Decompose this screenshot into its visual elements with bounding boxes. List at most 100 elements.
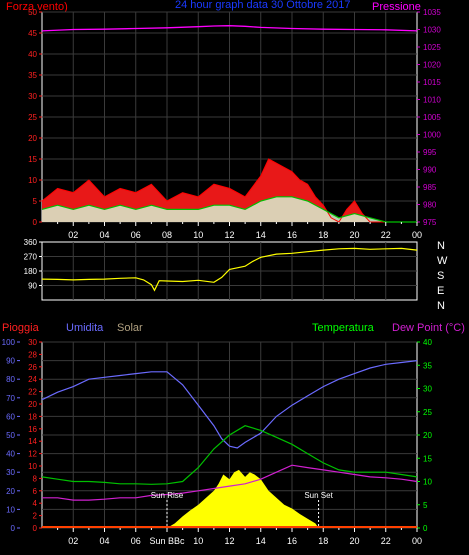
y-tick-label: 70: [6, 394, 15, 403]
y-tick-label: 30: [28, 338, 37, 347]
series-solar-area: [167, 469, 319, 528]
y-tick-label: 12: [28, 450, 37, 459]
y-tick-label: 100: [2, 338, 16, 347]
y-tick-label: 30: [423, 385, 432, 394]
y-tick-label: 0: [11, 524, 16, 533]
y-tick-label: 995: [423, 148, 437, 157]
series-pressure: [41, 25, 418, 32]
y-tick-label: 90: [28, 282, 37, 291]
y-tick-label: 26: [28, 363, 37, 372]
y-tick-label: 990: [423, 166, 437, 175]
x-tick-label: 04: [99, 536, 109, 546]
y-tick-label: 25: [423, 408, 432, 417]
chart-title: 24 hour graph data 30 Ottobre 2017: [175, 0, 351, 11]
compass-e: E: [437, 285, 444, 297]
y-tick-label: 20: [6, 487, 15, 496]
y-tick-label: 35: [423, 361, 432, 370]
x-tick-label: 08: [162, 230, 172, 240]
compass-n-top: N: [437, 240, 445, 252]
x-tick-label: 18: [318, 536, 328, 546]
y-tick-label: 10: [28, 462, 37, 471]
humidity-panel-x-ticks: 02 04 06 Sun BBc 10 12 14 16 18 20 22 00: [57, 528, 422, 546]
y-tick-label: 985: [423, 183, 437, 192]
y-tick-label: 10: [6, 505, 15, 514]
pressure-axis-ticks: 975 980 985 990 995 1000 1005 1010 1015 1020 1025 1…: [417, 8, 441, 227]
y-tick-label: 1010: [423, 96, 441, 105]
temperature-axis-ticks: 0 5 10 15 20 25 30 35 40: [417, 338, 432, 533]
pressure-axis-label: Pressione: [372, 1, 421, 13]
humidity-axis-ticks: 0 10 20 30 40 50 60 70 80 90 100: [2, 338, 20, 533]
y-tick-label: 6: [33, 487, 38, 496]
y-tick-label: 25: [28, 113, 37, 122]
x-tick-label: 06: [131, 230, 141, 240]
x-tick-label: 12: [224, 536, 234, 546]
y-tick-label: 1030: [423, 26, 441, 35]
x-tick-label: 22: [381, 536, 391, 546]
x-tick-label: 18: [318, 230, 328, 240]
y-tick-label: 0: [423, 524, 428, 533]
y-tick-label: 2: [33, 512, 38, 521]
wind-direction-panel: 90 180 270 360: [24, 238, 418, 301]
y-tick-label: 45: [28, 29, 37, 38]
y-tick-label: 22: [28, 388, 37, 397]
y-tick-label: 8: [33, 474, 38, 483]
series-direction: [41, 247, 418, 292]
compass-w: W: [437, 255, 448, 267]
y-tick-label: 0: [33, 218, 38, 227]
y-tick-label: 180: [24, 267, 38, 276]
x-tick-label: 20: [349, 536, 359, 546]
wind-panel-x-ticks: 02 04 06 08 10 12 14 16 18 20 22 00: [57, 222, 422, 240]
y-tick-label: 1025: [423, 43, 441, 52]
y-tick-label: 50: [6, 431, 15, 440]
x-tick-label: 06: [131, 536, 141, 546]
y-tick-label: 1035: [423, 8, 441, 17]
y-tick-label: 0: [33, 524, 38, 533]
series-wind_avg-area: [42, 196, 417, 222]
series-gust: [41, 158, 417, 223]
x-tick-label: 02: [68, 536, 78, 546]
y-tick-label: 1000: [423, 131, 441, 140]
x-tick-label: 14: [256, 230, 266, 240]
x-tick-label: 16: [287, 230, 297, 240]
x-tick-label: 10: [193, 230, 203, 240]
series-temperature: [41, 425, 418, 485]
compass-labels: N W S E N: [437, 240, 448, 312]
x-tick-label: 14: [256, 536, 266, 546]
series-wind_avg: [41, 196, 417, 223]
x-tick-label: 12: [224, 230, 234, 240]
compass-n-bottom: N: [437, 300, 445, 312]
y-tick-label: 28: [28, 350, 37, 359]
y-tick-label: 40: [6, 450, 15, 459]
humidity-axis-label: Umidita: [66, 322, 104, 334]
y-tick-label: 5: [33, 197, 38, 206]
y-tick-label: 80: [6, 375, 15, 384]
y-tick-label: 15: [28, 155, 37, 164]
x-tick-label: 20: [349, 230, 359, 240]
sun-marker-label: Sun Rise: [151, 491, 184, 500]
y-tick-label: 15: [423, 454, 432, 463]
x-tick-label: 22: [381, 230, 391, 240]
y-tick-label: 20: [28, 400, 37, 409]
y-tick-label: 5: [423, 501, 428, 510]
y-tick-label: 18: [28, 412, 37, 421]
wind-axis-label: Forza vento): [6, 1, 68, 13]
y-tick-label: 360: [24, 238, 38, 247]
y-tick-label: 40: [28, 50, 37, 59]
y-tick-label: 35: [28, 71, 37, 80]
y-tick-label: 20: [28, 134, 37, 143]
wind-axis-ticks: 0 5 10 15 20 25 30 35 40 45 50: [28, 8, 42, 227]
rain-axis-label: Pioggia: [2, 322, 40, 334]
y-tick-label: 270: [24, 253, 38, 262]
series-dewpoint: [42, 464, 418, 501]
sun-marker-label: Sun Set: [304, 491, 333, 500]
y-tick-label: 60: [6, 412, 15, 421]
x-tick-label: 00: [412, 536, 422, 546]
y-tick-label: 50: [28, 8, 37, 17]
y-tick-label: 1015: [423, 78, 441, 87]
y-tick-label: 10: [423, 478, 432, 487]
x-tick-label: 00: [412, 230, 422, 240]
y-tick-label: 90: [6, 357, 15, 366]
direction-axis-ticks: 90 180 270 360: [24, 238, 42, 291]
y-tick-label: 40: [423, 338, 432, 347]
